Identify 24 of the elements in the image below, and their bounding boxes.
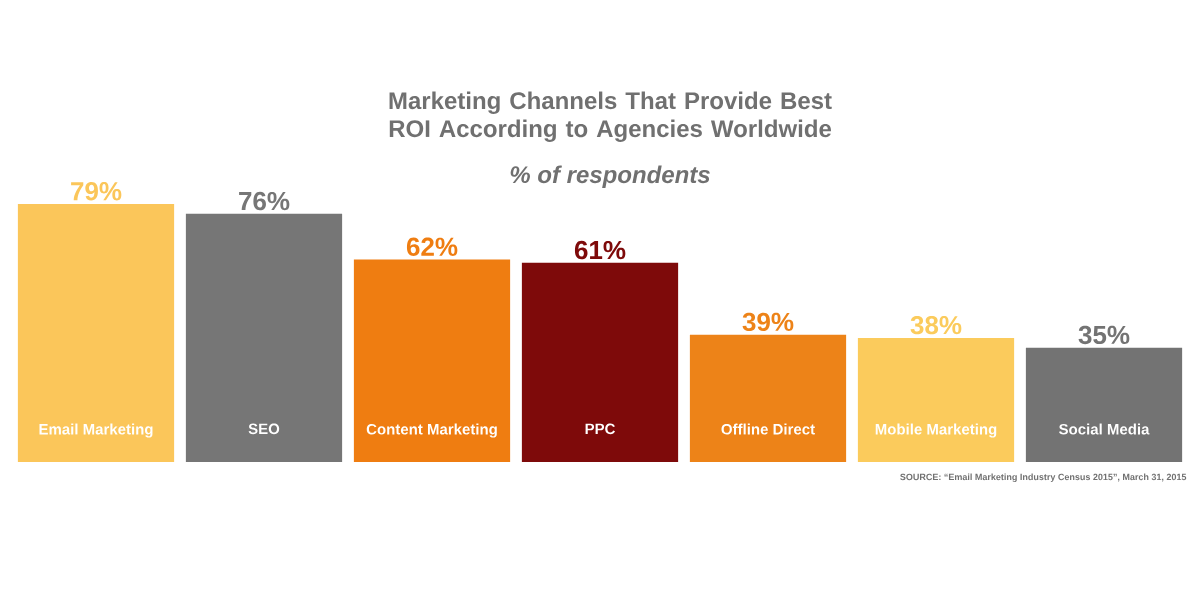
data-label: 35% (1078, 325, 1130, 345)
bar (17, 204, 175, 462)
data-label: 38% (910, 315, 962, 335)
x-tick-label: SEO (248, 423, 280, 435)
x-tick-label: Email Marketing (39, 423, 153, 438)
x-tick-label: Mobile Marketing (875, 423, 997, 438)
data-label: 76% (239, 191, 290, 211)
data-label: 62% (406, 237, 458, 256)
data-label: 79% (71, 182, 122, 201)
bar (353, 259, 511, 462)
x-tick-label: Content Marketing (366, 423, 497, 438)
data-label: 39% (742, 312, 794, 332)
x-tick-label: Social Media (1059, 423, 1150, 435)
data-label: 61% (574, 240, 626, 260)
chart-subtitle: % of respondents (510, 165, 710, 188)
bar (521, 262, 679, 462)
x-tick-label: Offline Direct (721, 423, 815, 435)
bar (1025, 347, 1183, 462)
bar (185, 213, 343, 462)
bar (857, 337, 1015, 462)
bar (689, 334, 847, 462)
source-note: SOURCE: “Email Marketing Industry Census 2015”, March 31, 2015 (900, 473, 1187, 482)
x-tick-label: PPC (585, 423, 616, 435)
chart-title: Marketing Channels That Provide Best ROI According to Agencies Worldwide (389, 91, 832, 142)
